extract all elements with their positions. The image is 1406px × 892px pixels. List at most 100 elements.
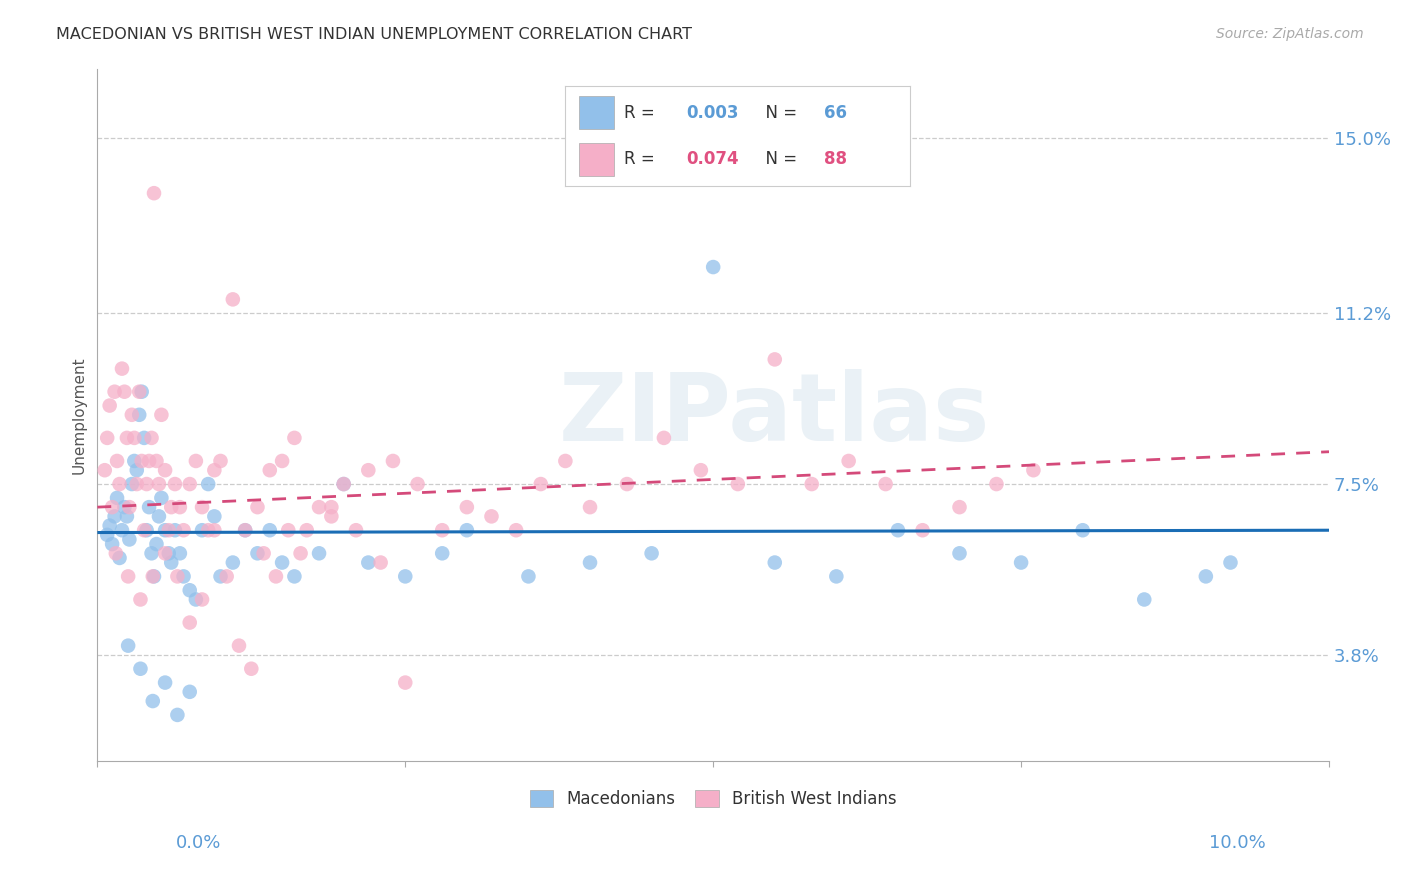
Point [179,685,201,699]
Point [505,523,527,537]
Point [308,500,330,515]
Point [111,523,134,537]
Point [98,399,121,413]
Point [517,569,540,583]
Point [105,454,128,468]
Point [121,408,143,422]
Point [727,477,749,491]
Point [1195,569,1218,583]
Point [101,500,124,515]
Point [222,556,245,570]
Point [911,523,934,537]
Point [141,431,163,445]
Point [173,523,195,537]
Point [652,431,675,445]
Point [456,523,478,537]
Point [104,509,127,524]
Point [166,707,188,722]
Point [875,477,897,491]
Point [948,546,970,560]
Point [135,523,157,537]
Legend: Macedonians, British West Indians: Macedonians, British West Indians [523,783,903,815]
Point [131,384,153,399]
Point [381,454,404,468]
Point [202,523,225,537]
Point [530,477,553,491]
Point [1219,556,1241,570]
Point [222,293,245,307]
Point [233,523,256,537]
Point [179,615,201,630]
Point [143,569,166,583]
Point [124,454,146,468]
Point [169,546,191,560]
Point [98,518,121,533]
Point [125,477,148,491]
Point [763,352,786,367]
Point [1133,592,1156,607]
Point [108,550,131,565]
Point [1010,556,1032,570]
Point [96,431,118,445]
Point [129,592,152,607]
Point [283,431,305,445]
Point [579,500,602,515]
Point [153,523,176,537]
Point [179,477,201,491]
Point [271,454,294,468]
Point [173,569,195,583]
Point [142,694,165,708]
Point [616,477,638,491]
Point [246,546,269,560]
Point [138,454,160,468]
Point [271,556,294,570]
Point [825,569,848,583]
Point [184,454,207,468]
Point [138,500,160,515]
Point [283,569,305,583]
Point [394,675,416,690]
Point [202,463,225,477]
Point [96,528,118,542]
Point [191,500,214,515]
Point [259,523,281,537]
Point [394,569,416,583]
Point [163,477,186,491]
Point [111,361,134,376]
Point [1071,523,1094,537]
Point [800,477,823,491]
Point [202,509,225,524]
Point [93,463,115,477]
Point [240,662,263,676]
Point [370,556,392,570]
Point [134,431,156,445]
Point [332,477,354,491]
Point [148,477,170,491]
Point [118,533,141,547]
Point [163,523,186,537]
Text: ZIPatlas: ZIPatlas [560,368,990,461]
Point [153,546,176,560]
Point [125,463,148,477]
Point [191,592,214,607]
Point [456,500,478,515]
Point [357,556,380,570]
Point [104,546,127,560]
Point [763,556,786,570]
Point [191,523,214,537]
Point [166,569,188,583]
Point [114,500,136,515]
Point [135,477,157,491]
Point [215,569,238,583]
Point [114,384,136,399]
Point [1022,463,1045,477]
Point [143,186,166,201]
Text: 0.0%: 0.0% [176,834,221,852]
Point [160,500,183,515]
Point [308,546,330,560]
Point [131,454,153,468]
Point [157,546,180,560]
Point [160,556,183,570]
Point [145,537,167,551]
Point [986,477,1008,491]
